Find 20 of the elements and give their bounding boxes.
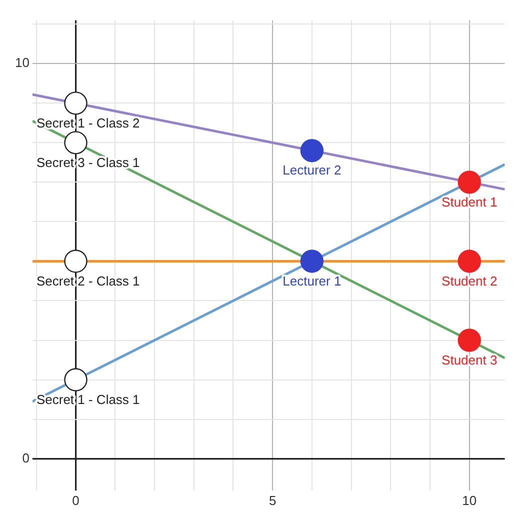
annotation: Student 3 [442,352,498,368]
point [64,250,88,273]
x-tick-label: 0 [72,492,80,508]
point [64,368,88,392]
point [458,250,481,273]
annotation: Secret 2 - Class 1 [36,273,140,288]
annotation: Student 1 [442,194,498,210]
annotation: Secret 1 - Class 2 [36,115,140,130]
point [64,92,88,115]
annotation: Lecturer 1 [282,273,342,288]
point [64,131,88,154]
point [458,170,481,194]
annotation: Secret 1 - Class 1 [36,392,140,407]
point [300,138,324,162]
x-tick-label: 10 [462,492,477,508]
annotation: Student 2 [442,273,498,288]
x-tick-label: 5 [268,492,276,508]
point [458,328,481,352]
annotation: Lecturer 2 [282,162,342,178]
point [300,250,324,273]
